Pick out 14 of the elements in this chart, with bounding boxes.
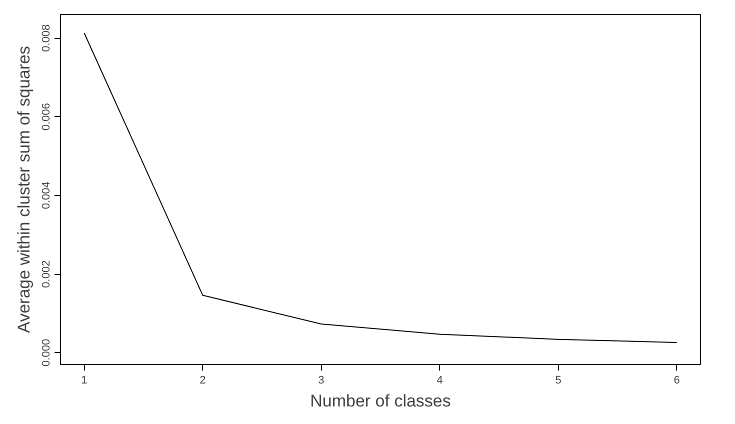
x-tick-label: 1 (81, 374, 88, 386)
x-tick-label: 5 (555, 374, 562, 386)
x-tick-label: 3 (318, 374, 324, 386)
x-tick-label: 4 (436, 374, 443, 386)
y-axis-title: Average within cluster sum of squares (14, 46, 34, 333)
y-tick-label: 0.008 (40, 24, 52, 52)
x-tick-label: 2 (200, 374, 206, 386)
x-axis-title: Number of classes (310, 392, 451, 410)
x-tick-label: 6 (674, 374, 680, 386)
line-series (84, 32, 678, 343)
y-tick-label: 0.004 (40, 182, 52, 210)
y-tick-label: 0.000 (40, 338, 52, 366)
y-tick-label: 0.006 (40, 102, 52, 131)
y-tick-label: 0.002 (40, 260, 52, 288)
